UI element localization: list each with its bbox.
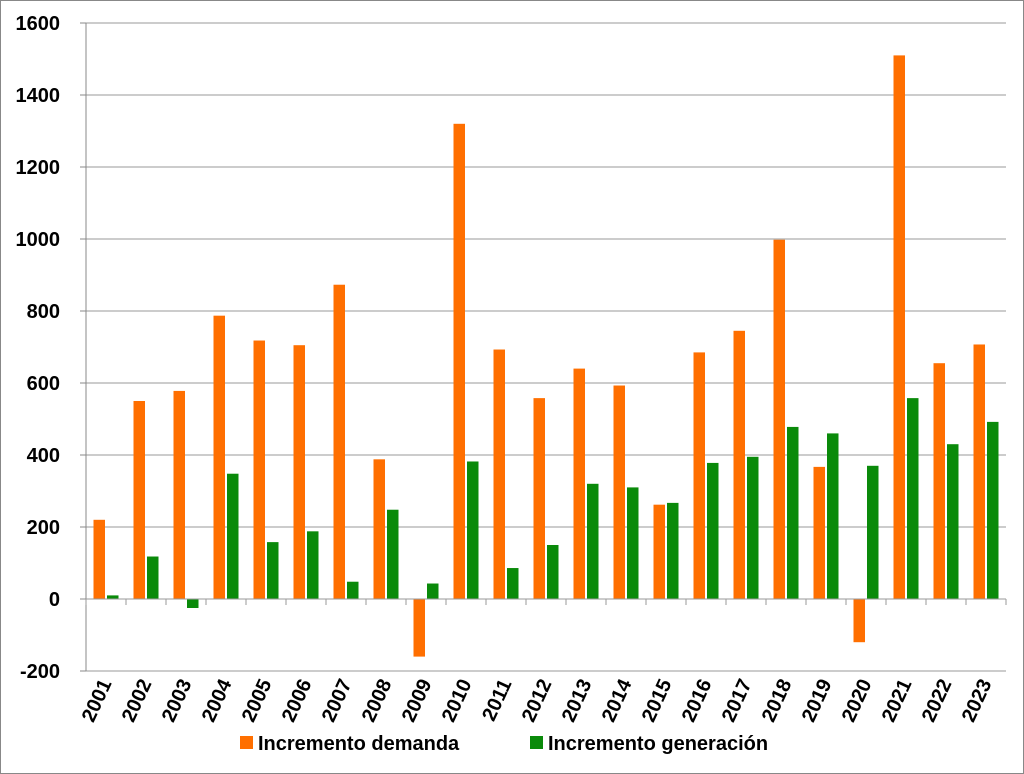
bar-generacion bbox=[107, 595, 119, 599]
axes bbox=[85, 23, 1007, 671]
bar-generacion bbox=[827, 433, 839, 599]
bar-generacion bbox=[787, 426, 799, 599]
bar-generacion bbox=[627, 487, 639, 599]
y-tick-label: 1200 bbox=[16, 157, 61, 179]
bars bbox=[93, 55, 999, 657]
bar-generacion bbox=[147, 556, 159, 599]
bar-generacion bbox=[667, 502, 679, 599]
bar-generacion bbox=[387, 509, 399, 599]
y-tick-label: 0 bbox=[49, 589, 60, 611]
bar-generacion bbox=[707, 462, 719, 599]
y-tick-label: -200 bbox=[20, 661, 60, 683]
bar-demanda bbox=[573, 368, 585, 599]
y-tick-label: 1400 bbox=[16, 85, 61, 107]
x-axis-ticks: 2001 2002 2003 2004 2005 2006 2007 2008 2009 2010… bbox=[78, 675, 997, 725]
bar-demanda bbox=[173, 390, 185, 599]
bar-demanda bbox=[613, 385, 625, 599]
y-tick-label: 1600 bbox=[16, 13, 61, 35]
bar-generacion bbox=[547, 545, 559, 599]
bar-demanda bbox=[533, 398, 545, 599]
bar-demanda bbox=[773, 239, 785, 599]
bar-demanda bbox=[213, 315, 225, 599]
bar-demanda bbox=[93, 519, 105, 599]
bar-generacion bbox=[307, 531, 319, 599]
bar-generacion bbox=[587, 483, 599, 599]
y-axis-ticks: -200 0 200 400 600 800 1000 1200 1400 1600 bbox=[16, 13, 86, 683]
bar-demanda bbox=[933, 363, 945, 599]
bar-demanda bbox=[133, 401, 145, 599]
bar-demanda bbox=[693, 352, 705, 599]
bar-generacion bbox=[347, 581, 359, 599]
bar-demanda bbox=[733, 330, 745, 599]
bar-demanda bbox=[253, 340, 265, 599]
bar-generacion bbox=[267, 542, 279, 599]
bar-generacion bbox=[507, 568, 519, 599]
bar-demanda bbox=[973, 344, 985, 599]
legend-swatch bbox=[530, 736, 543, 749]
y-tick-label: 800 bbox=[27, 301, 60, 323]
y-tick-label: 1000 bbox=[16, 229, 61, 251]
bar-demanda bbox=[373, 459, 385, 599]
bar-demanda bbox=[413, 599, 425, 657]
bar-demanda bbox=[493, 349, 505, 599]
bar-demanda bbox=[853, 599, 865, 643]
legend: Incremento demanda Incremento generación bbox=[240, 733, 768, 755]
bar-generacion bbox=[227, 473, 239, 599]
bar-generacion bbox=[467, 461, 479, 599]
y-tick-label: 600 bbox=[27, 373, 60, 395]
bar-generacion bbox=[747, 456, 759, 599]
bar-demanda bbox=[293, 345, 305, 599]
bar-demanda bbox=[813, 466, 825, 599]
legend-label: Incremento demanda bbox=[258, 733, 460, 755]
bar-generacion bbox=[947, 444, 959, 599]
bar-generacion bbox=[987, 421, 999, 599]
legend-swatch bbox=[240, 736, 253, 749]
bar-demanda bbox=[453, 123, 465, 600]
y-tick-label: 200 bbox=[27, 517, 60, 539]
bar-generacion bbox=[867, 465, 879, 599]
gridlines bbox=[86, 22, 1006, 672]
bar-generacion bbox=[907, 398, 919, 599]
y-tick-label: 400 bbox=[27, 445, 60, 467]
bar-generacion bbox=[187, 599, 199, 608]
bar-demanda bbox=[333, 284, 345, 599]
legend-label: Incremento generación bbox=[548, 733, 768, 755]
bar-generacion bbox=[427, 583, 439, 599]
bar-demanda bbox=[893, 55, 905, 599]
bar-demanda bbox=[653, 504, 665, 599]
